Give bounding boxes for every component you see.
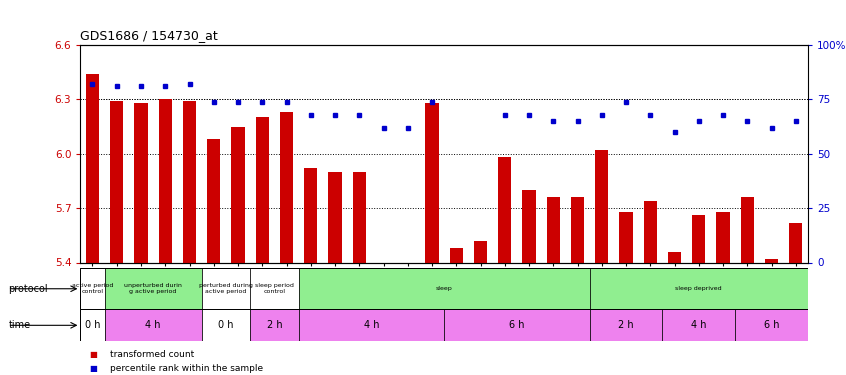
Bar <box>735 309 808 341</box>
Text: time: time <box>8 320 30 330</box>
Bar <box>299 309 444 341</box>
Bar <box>662 309 735 341</box>
Bar <box>135 103 148 262</box>
Bar <box>110 101 124 262</box>
Bar <box>207 139 221 262</box>
Bar <box>328 172 342 262</box>
Text: 2 h: 2 h <box>618 320 634 330</box>
Bar <box>498 158 512 262</box>
Text: unperturbed durin
g active period: unperturbed durin g active period <box>124 284 182 294</box>
Text: active period
control: active period control <box>72 284 113 294</box>
Text: GDS1686 / 154730_at: GDS1686 / 154730_at <box>80 30 218 42</box>
Text: 0 h: 0 h <box>85 320 100 330</box>
Text: 0 h: 0 h <box>218 320 233 330</box>
Text: 4 h: 4 h <box>146 320 161 330</box>
Bar <box>571 197 585 262</box>
Bar <box>376 262 390 299</box>
Text: percentile rank within the sample: percentile rank within the sample <box>110 364 263 373</box>
Bar <box>299 268 590 309</box>
Bar <box>444 309 590 341</box>
Bar <box>522 190 536 262</box>
Bar <box>449 248 463 262</box>
Bar <box>304 168 317 262</box>
Bar <box>426 103 439 262</box>
Text: 4 h: 4 h <box>364 320 379 330</box>
Text: perturbed during
active period: perturbed during active period <box>199 284 253 294</box>
Bar <box>80 268 105 309</box>
Bar <box>401 262 415 295</box>
Text: 4 h: 4 h <box>691 320 706 330</box>
Bar <box>201 309 250 341</box>
Bar <box>158 99 172 262</box>
Text: 6 h: 6 h <box>509 320 525 330</box>
Text: ■: ■ <box>89 350 96 359</box>
Bar <box>183 101 196 262</box>
Bar <box>590 309 662 341</box>
Bar <box>105 309 201 341</box>
Bar <box>644 201 657 262</box>
Bar <box>765 259 778 262</box>
Text: 2 h: 2 h <box>266 320 283 330</box>
Bar <box>789 223 803 262</box>
Bar <box>231 126 244 262</box>
Bar <box>595 150 608 262</box>
Bar <box>667 252 681 262</box>
Bar <box>201 268 250 309</box>
Bar <box>692 215 706 262</box>
Bar <box>105 268 201 309</box>
Text: transformed count: transformed count <box>110 350 195 359</box>
Bar <box>717 212 730 262</box>
Bar <box>85 74 99 262</box>
Text: ■: ■ <box>89 364 96 373</box>
Text: 6 h: 6 h <box>764 320 779 330</box>
Bar <box>590 268 808 309</box>
Text: protocol: protocol <box>8 284 48 294</box>
Bar <box>353 172 366 262</box>
Bar <box>250 268 299 309</box>
Text: sleep: sleep <box>436 286 453 291</box>
Bar <box>740 197 754 262</box>
Bar <box>250 309 299 341</box>
Bar <box>547 197 560 262</box>
Bar <box>80 309 105 341</box>
Bar <box>619 212 633 262</box>
Bar <box>280 112 294 262</box>
Bar <box>255 117 269 262</box>
Text: sleep deprived: sleep deprived <box>675 286 722 291</box>
Text: sleep period
control: sleep period control <box>255 284 294 294</box>
Bar <box>474 241 487 262</box>
